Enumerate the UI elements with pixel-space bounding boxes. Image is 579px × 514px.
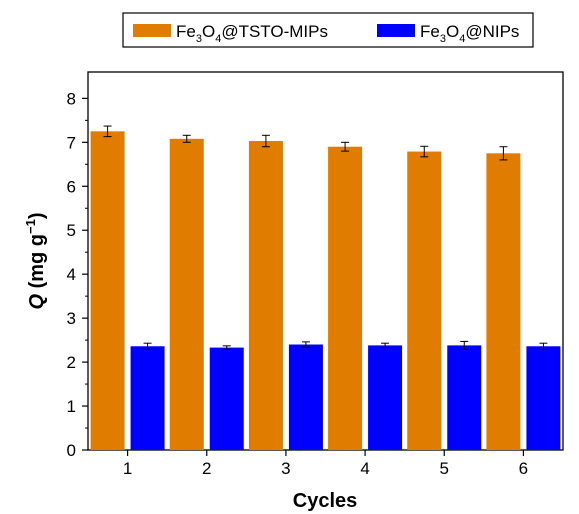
x-tick-label: 6 [519,459,528,478]
plot-frame [87,71,564,451]
error-bar-nips-cycle-4 [381,342,390,349]
bar-nips-cycle-1 [130,346,165,450]
bar-mips-cycle-1 [90,131,125,450]
error-bar-nips-cycle-2 [222,345,231,350]
x-tick-label: 3 [281,459,290,478]
x-tick-label: 5 [440,459,449,478]
error-bar-nips-cycle-3 [301,341,310,348]
y-tick-label: 1 [67,397,76,416]
ticks-layer: 1 2 3 4 5 6 0 1 2 3 4 5 6 7 8 [67,89,529,478]
y-tick-label: 5 [67,221,76,240]
error-bar-nips-cycle-6 [539,342,548,350]
bars-layer [90,125,561,451]
bar-mips-cycle-4 [328,146,363,450]
error-bar-mips-cycle-6 [499,146,508,161]
legend-box [122,12,534,48]
error-bar-mips-cycle-3 [261,134,270,148]
x-axis-title: Cycles [293,490,358,512]
legend-label-nips: Fe3O4@NIPs [420,22,519,45]
legend-label-mips: Fe3O4@TSTO-MIPs [176,22,328,45]
error-bar-mips-cycle-2 [182,134,191,143]
bar-mips-cycle-2 [169,138,204,450]
error-bar-nips-cycle-1 [143,342,152,350]
y-tick-label: 7 [67,133,76,152]
x-tick-label: 2 [202,459,211,478]
x-tick-label: 4 [360,459,369,478]
bar-mips-cycle-5 [407,151,442,450]
bar-nips-cycle-5 [447,345,482,450]
y-tick-label: 8 [67,89,76,108]
legend-swatch-mips [133,24,171,37]
bar-mips-cycle-6 [486,153,521,450]
error-bar-mips-cycle-4 [341,141,350,152]
error-bar-mips-cycle-1 [103,125,112,138]
bar-nips-cycle-6 [526,346,561,450]
y-tick-label: 3 [67,309,76,328]
y-axis-title: Q (mg g−1) [23,212,48,309]
legend-swatch-nips [377,24,415,37]
y-tick-label: 4 [67,265,76,284]
legend: Fe3O4@TSTO-MIPs Fe3O4@NIPs [122,12,534,48]
y-tick-label: 0 [67,441,76,460]
y-tick-label: 2 [67,353,76,372]
bar-mips-cycle-3 [248,141,283,451]
error-bar-nips-cycle-5 [460,340,469,350]
error-bar-mips-cycle-5 [420,145,429,158]
bar-nips-cycle-3 [288,344,323,450]
bar-nips-cycle-4 [368,345,403,450]
bar-nips-cycle-2 [209,347,244,450]
x-tick-label: 1 [123,459,132,478]
y-tick-label: 6 [67,177,76,196]
